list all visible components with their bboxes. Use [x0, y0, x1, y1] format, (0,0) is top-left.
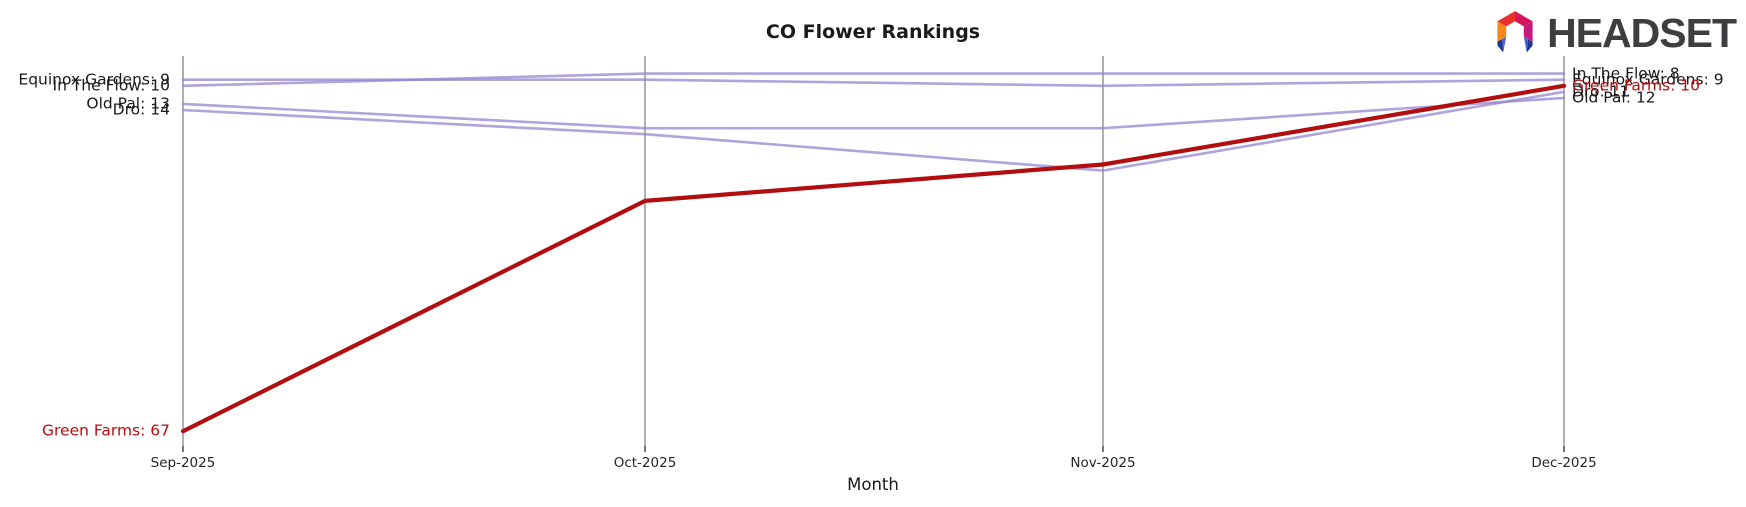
- series-label-right-green-farms: Green Farms: 10: [1572, 76, 1701, 95]
- headset-logo-text: HEADSET: [1547, 9, 1737, 56]
- series-label-right-in-the-flow: In The Flow: 8: [1572, 64, 1680, 83]
- series-label-left-old-pal: Old Pal: 13: [86, 94, 170, 113]
- x-tick-label-oct-2025: Oct-2025: [613, 455, 677, 471]
- series-label-left-equinox-gardens: Equinox Gardens: 9: [18, 70, 170, 89]
- x-tick-label-dec-2025: Dec-2025: [1531, 455, 1597, 471]
- series-label-left-dro: Dro: 14: [112, 100, 170, 119]
- headset-logo-icon: [1497, 11, 1533, 53]
- x-tick-label-nov-2025: Nov-2025: [1070, 455, 1136, 471]
- series-label-right-old-pal: Old Pal: 12: [1572, 88, 1656, 107]
- series-label-right-equinox-gardens: Equinox Gardens: 9: [1572, 70, 1724, 89]
- series-label-right-dro: Dro: 11: [1572, 82, 1630, 101]
- x-tick-label-sep-2025: Sep-2025: [150, 455, 216, 471]
- chart-title: CO Flower Rankings: [765, 21, 981, 43]
- series-label-left-green-farms: Green Farms: 67: [41, 421, 170, 440]
- series-line-dro: [181, 90, 1566, 172]
- headset-logo: HEADSET: [1490, 7, 1737, 59]
- series-line-old-pal: [181, 96, 1566, 130]
- series-line-green-farms: [180, 83, 1567, 434]
- x-axis-title: Month: [847, 475, 899, 494]
- series-label-left-in-the-flow: In The Flow: 10: [52, 76, 170, 95]
- series-line-in-the-flow: [181, 72, 1566, 88]
